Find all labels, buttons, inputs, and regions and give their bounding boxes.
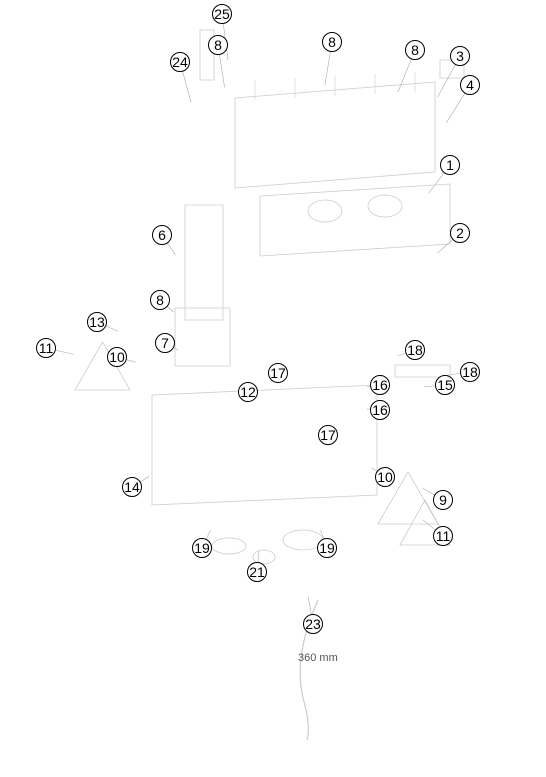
callout-8[interactable]: 8 [321, 31, 343, 53]
dimension-note: 360 mm [298, 652, 338, 664]
parts-diagram: 1234678888910101111121314151616171718181… [0, 0, 546, 777]
callout-number: 11 [433, 526, 453, 546]
callout-10[interactable]: 10 [106, 346, 128, 368]
callout-number: 13 [87, 312, 107, 332]
callout-25[interactable]: 25 [211, 3, 233, 25]
callout-3[interactable]: 3 [449, 45, 471, 67]
callout-number: 14 [122, 477, 142, 497]
callout-number: 8 [150, 290, 170, 310]
callout-number: 25 [212, 4, 232, 24]
callout-14[interactable]: 14 [121, 476, 143, 498]
callout-8[interactable]: 8 [149, 289, 171, 311]
callout-8[interactable]: 8 [404, 39, 426, 61]
callout-8[interactable]: 8 [207, 34, 229, 56]
callout-number: 19 [317, 538, 337, 558]
callout-12[interactable]: 12 [237, 381, 259, 403]
callout-17[interactable]: 17 [267, 362, 289, 384]
callout-number: 18 [460, 362, 480, 382]
callout-24[interactable]: 24 [169, 51, 191, 73]
callout-number: 10 [107, 347, 127, 367]
callout-number: 8 [322, 32, 342, 52]
callout-7[interactable]: 7 [154, 332, 176, 354]
callout-number: 3 [450, 46, 470, 66]
callout-1[interactable]: 1 [439, 154, 461, 176]
callout-number: 24 [170, 52, 190, 72]
callout-number: 2 [450, 223, 470, 243]
callout-number: 8 [208, 35, 228, 55]
callout-number: 4 [460, 75, 480, 95]
callout-number: 8 [405, 40, 425, 60]
callout-number: 21 [247, 562, 267, 582]
callout-18[interactable]: 18 [404, 339, 426, 361]
callout-number: 19 [192, 538, 212, 558]
callout-21[interactable]: 21 [246, 561, 268, 583]
callout-19[interactable]: 19 [191, 537, 213, 559]
callout-number: 16 [370, 400, 390, 420]
callout-17[interactable]: 17 [317, 424, 339, 446]
callout-2[interactable]: 2 [449, 222, 471, 244]
callout-number: 9 [433, 490, 453, 510]
callout-16[interactable]: 16 [369, 399, 391, 421]
callout-11[interactable]: 11 [432, 525, 454, 547]
callout-4[interactable]: 4 [459, 74, 481, 96]
callout-number: 23 [303, 614, 323, 634]
callout-18[interactable]: 18 [459, 361, 481, 383]
callout-number: 16 [370, 375, 390, 395]
callout-11[interactable]: 11 [35, 337, 57, 359]
callout-6[interactable]: 6 [151, 224, 173, 246]
callout-13[interactable]: 13 [86, 311, 108, 333]
callout-number: 18 [405, 340, 425, 360]
callout-number: 12 [238, 382, 258, 402]
diagram-shapes-layer [0, 0, 546, 777]
callout-number: 17 [318, 425, 338, 445]
callout-number: 15 [435, 375, 455, 395]
callout-number: 6 [152, 225, 172, 245]
callout-10[interactable]: 10 [374, 466, 396, 488]
callout-15[interactable]: 15 [434, 374, 456, 396]
callout-number: 7 [155, 333, 175, 353]
callout-19[interactable]: 19 [316, 537, 338, 559]
callout-number: 1 [440, 155, 460, 175]
callout-number: 10 [375, 467, 395, 487]
callout-9[interactable]: 9 [432, 489, 454, 511]
callout-16[interactable]: 16 [369, 374, 391, 396]
callout-number: 17 [268, 363, 288, 383]
callout-number: 11 [36, 338, 56, 358]
callout-23[interactable]: 23 [302, 613, 324, 635]
